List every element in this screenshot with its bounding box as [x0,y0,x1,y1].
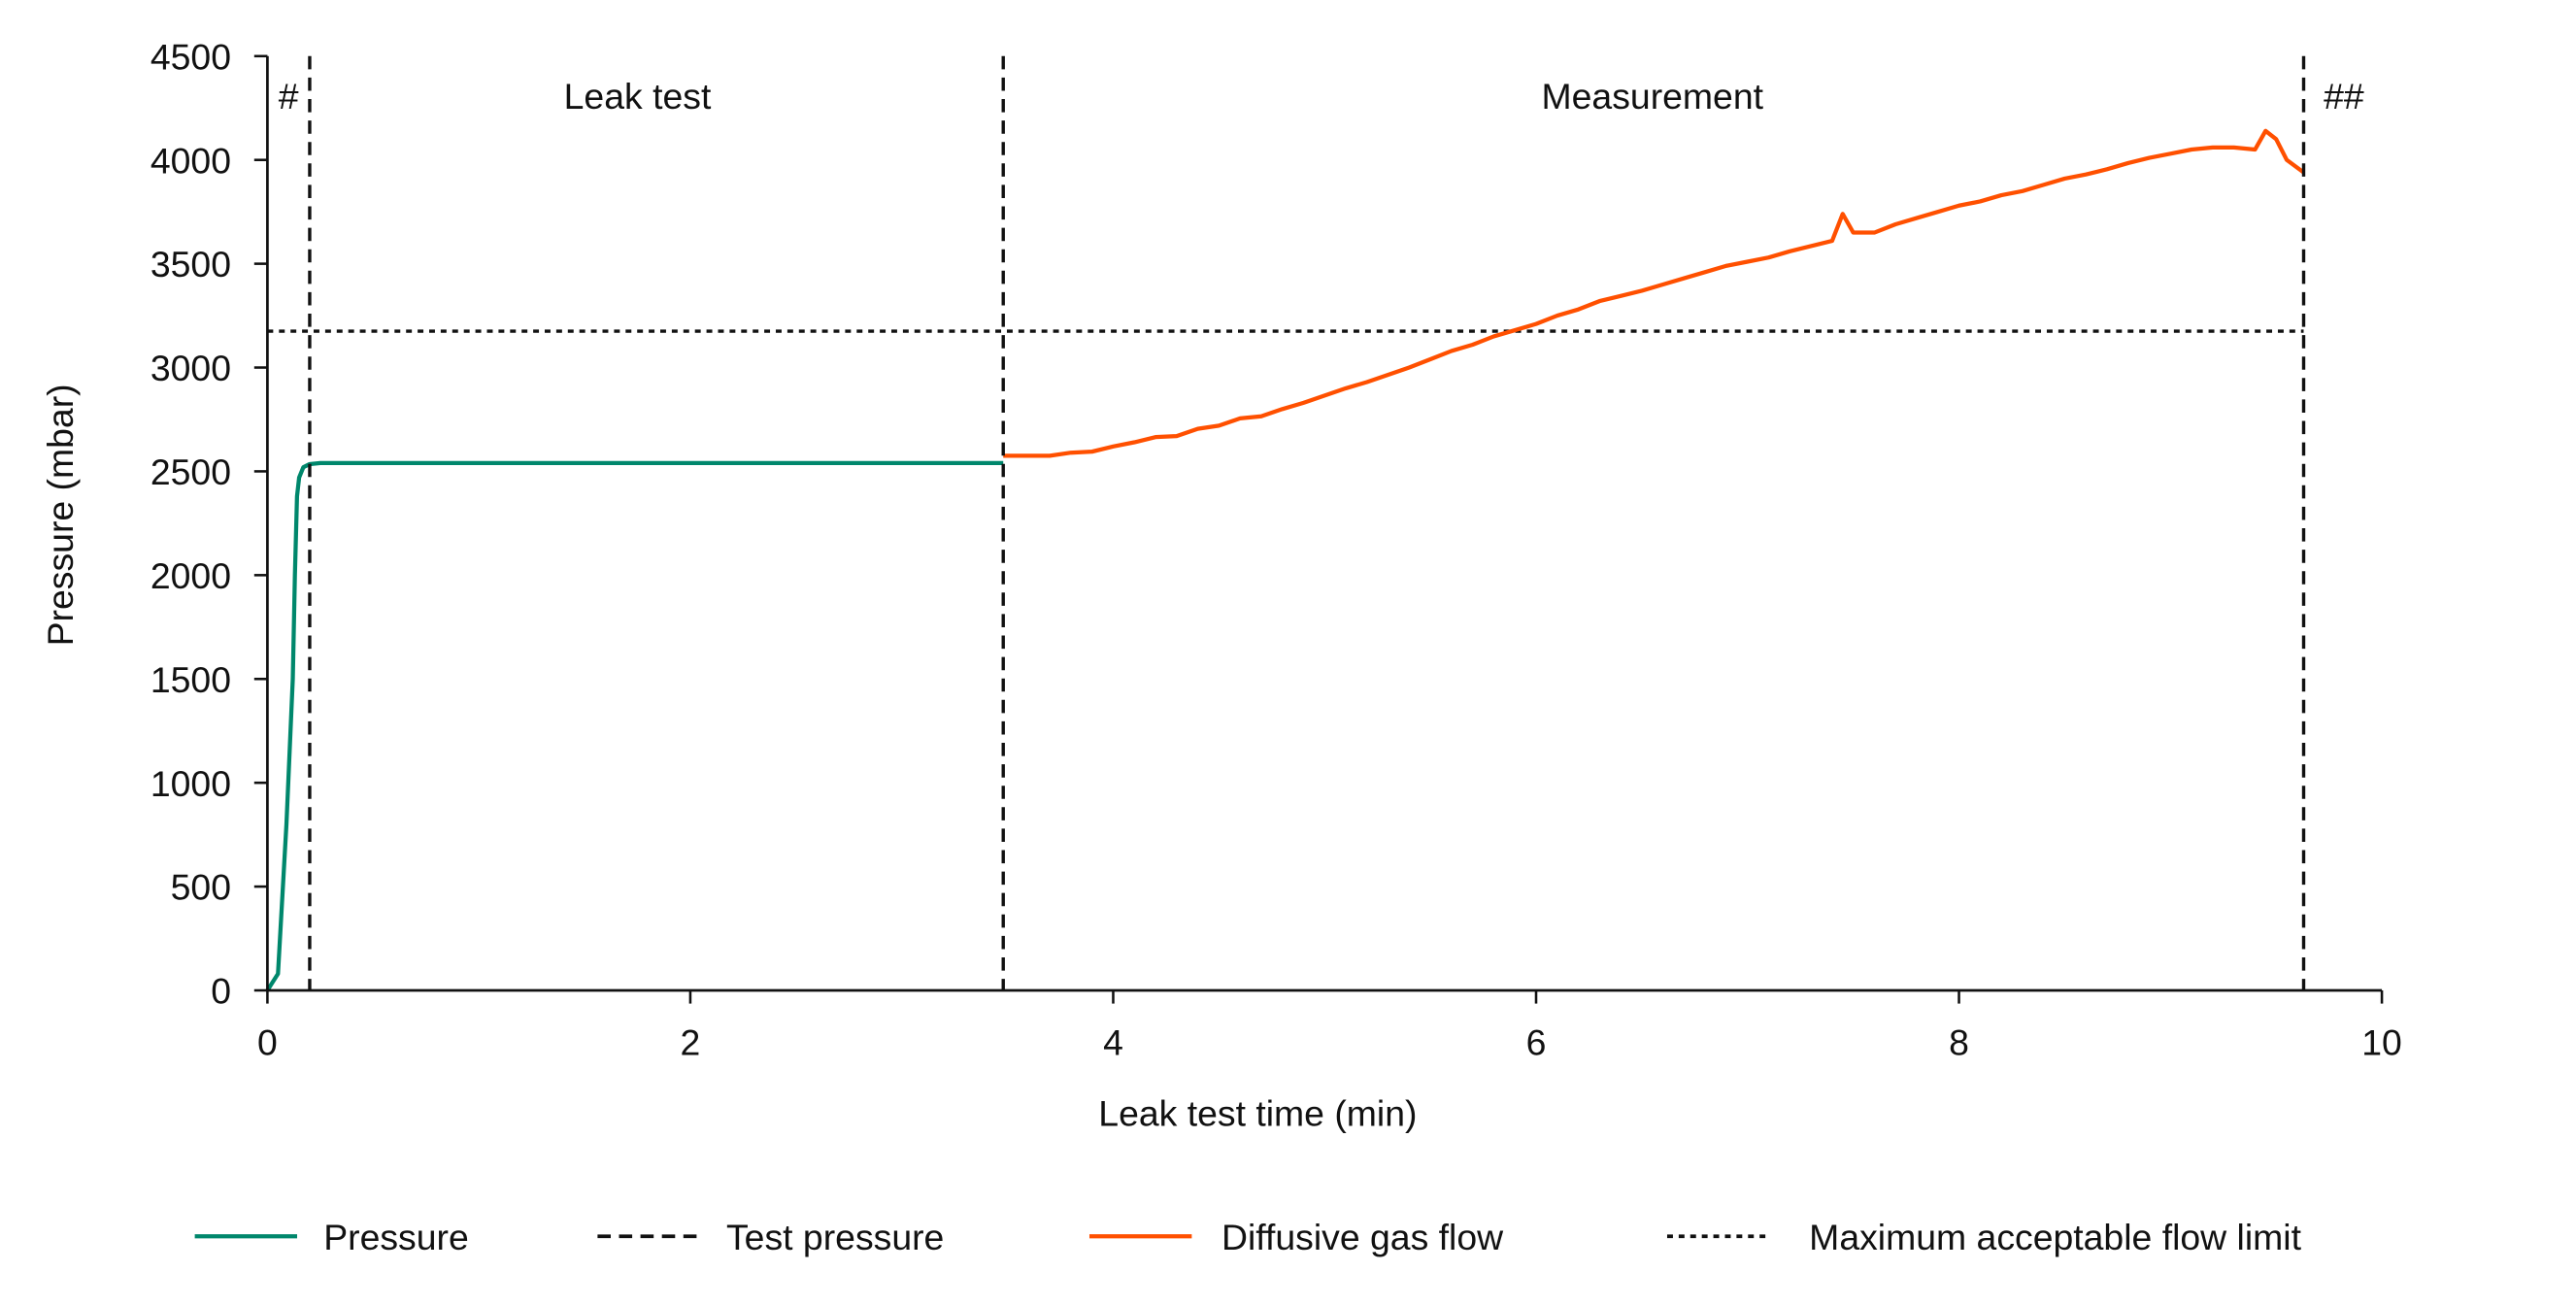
diffusive-gas-flow-line [1003,128,2305,458]
y-tick-label: 3000 [151,348,231,388]
phase-label: Leak test [564,76,712,117]
y-tick-label: 3500 [151,244,231,284]
pressure-line [265,460,1004,992]
legend-label-diffusive-gas-flow: Diffusive gas flow [1221,1217,1504,1257]
y-tick-label: 0 [211,971,231,1012]
y-tick-label: 4000 [151,140,231,181]
y-tick-label: 2500 [151,452,231,492]
y-tick-label: 2000 [151,555,231,596]
phase-label: Measurement [1542,76,1764,117]
x-tick-label: 8 [1949,1021,1969,1062]
legend-label-test-pressure: Test pressure [726,1217,944,1257]
phase-label: # [279,76,299,117]
y-tick-label: 1000 [151,763,231,804]
x-tick-label: 2 [681,1021,701,1062]
legend-label-pressure: Pressure [323,1217,469,1257]
y-tick-label: 4500 [151,36,231,77]
phase-label: ## [2324,76,2364,117]
x-axis-label: Leak test time (min) [1098,1092,1417,1133]
y-tick-label: 500 [171,867,231,908]
axes [266,55,2383,992]
x-tick-label: 10 [2361,1021,2402,1062]
x-tick-label: 0 [257,1021,278,1062]
legend-label-flow-limit: Maximum acceptable flow limit [1809,1217,2301,1257]
legend: Pressure Test pressure Diffusive gas flo… [194,1217,2302,1257]
x-tick-label: 4 [1103,1021,1123,1062]
y-tick-label: 1500 [151,659,231,700]
y-axis-label: Pressure (mbar) [40,384,81,646]
x-tick-label: 6 [1526,1021,1547,1062]
